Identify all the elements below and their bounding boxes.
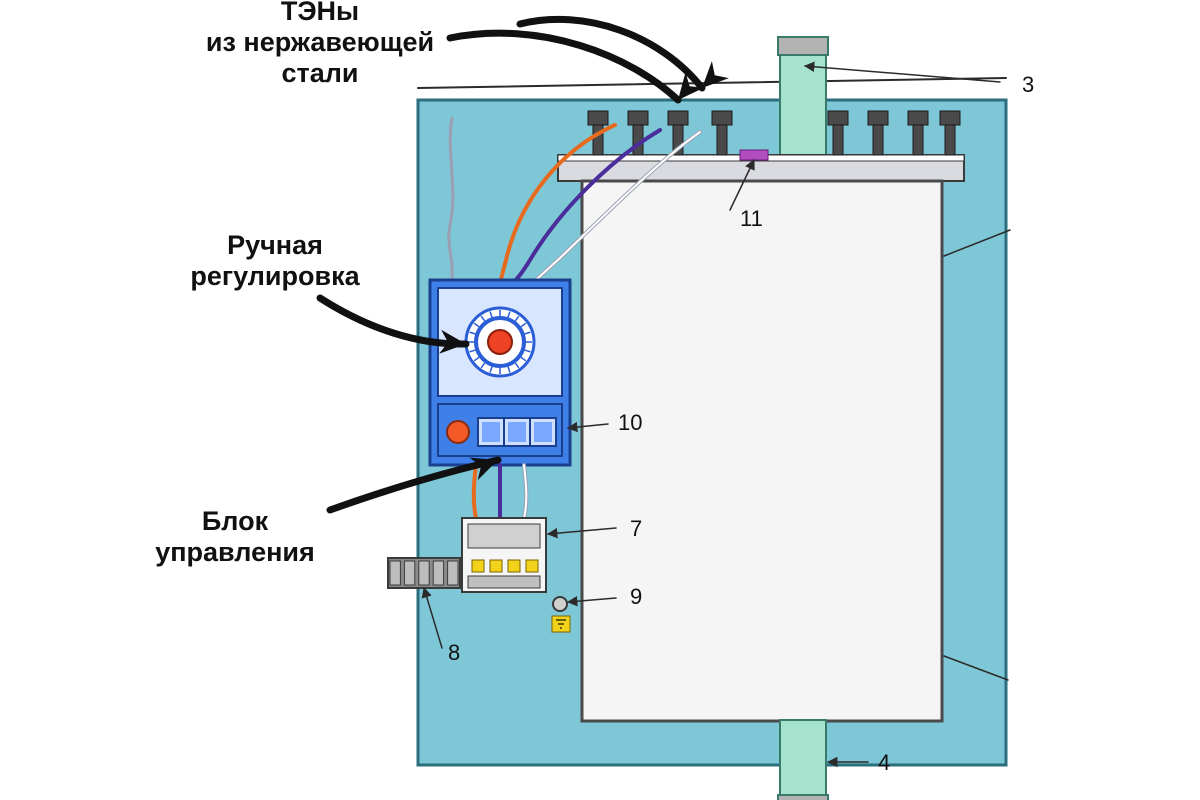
- outlet-pipe-top: [780, 55, 826, 160]
- bolt-shaft: [945, 125, 955, 155]
- annotation-block-line1: Блок: [110, 506, 360, 537]
- bolt-head: [908, 111, 928, 125]
- inlet-pipe-bottom: [780, 720, 826, 795]
- leader-number: 11: [740, 206, 763, 231]
- bolt-head: [588, 111, 608, 125]
- annotation-manual-line2: регулировка: [150, 261, 400, 292]
- bolt-shaft: [717, 125, 727, 155]
- annotation-ten: ТЭНы из нержавеющей стали: [170, 0, 470, 89]
- bolt-head: [628, 111, 648, 125]
- annotation-ten-line1: ТЭНы: [170, 0, 470, 27]
- annotation-block: Блок управления: [110, 506, 360, 568]
- dial-knob: [488, 330, 512, 354]
- contactor-led: [508, 560, 520, 572]
- annotation-manual: Ручная регулировка: [150, 230, 400, 292]
- bolt-head: [668, 111, 688, 125]
- ground-screw: [553, 597, 567, 611]
- annotation-ten-line2: из нержавеющей: [170, 27, 470, 58]
- leader-number: 7: [630, 516, 642, 541]
- bolt-head: [712, 111, 732, 125]
- boiler-diagram: 3 11 10 7 9 8 4: [0, 0, 1200, 800]
- annotation-manual-line1: Ручная: [150, 230, 400, 261]
- bolt-head: [868, 111, 888, 125]
- tank-cylinder: [582, 181, 942, 721]
- bolt-shaft: [873, 125, 883, 155]
- pipe-cap-top: [778, 37, 828, 55]
- leader-number: 8: [448, 640, 460, 665]
- leader-number: 4: [878, 750, 890, 775]
- power-button: [447, 421, 469, 443]
- contactor-led: [490, 560, 502, 572]
- leader-number: 10: [618, 410, 642, 435]
- bolt-shaft: [913, 125, 923, 155]
- bolt-head: [828, 111, 848, 125]
- contactor-led: [472, 560, 484, 572]
- contactor-led: [526, 560, 538, 572]
- annotation-ten-line3: стали: [170, 58, 470, 89]
- annotation-block-line2: управления: [110, 537, 360, 568]
- temp-sensor: [740, 150, 768, 160]
- bolt-head: [940, 111, 960, 125]
- leader-number: 3: [1022, 72, 1034, 97]
- leader-number: 9: [630, 584, 642, 609]
- pipe-cap-bottom: [778, 795, 828, 800]
- bolt-shaft: [833, 125, 843, 155]
